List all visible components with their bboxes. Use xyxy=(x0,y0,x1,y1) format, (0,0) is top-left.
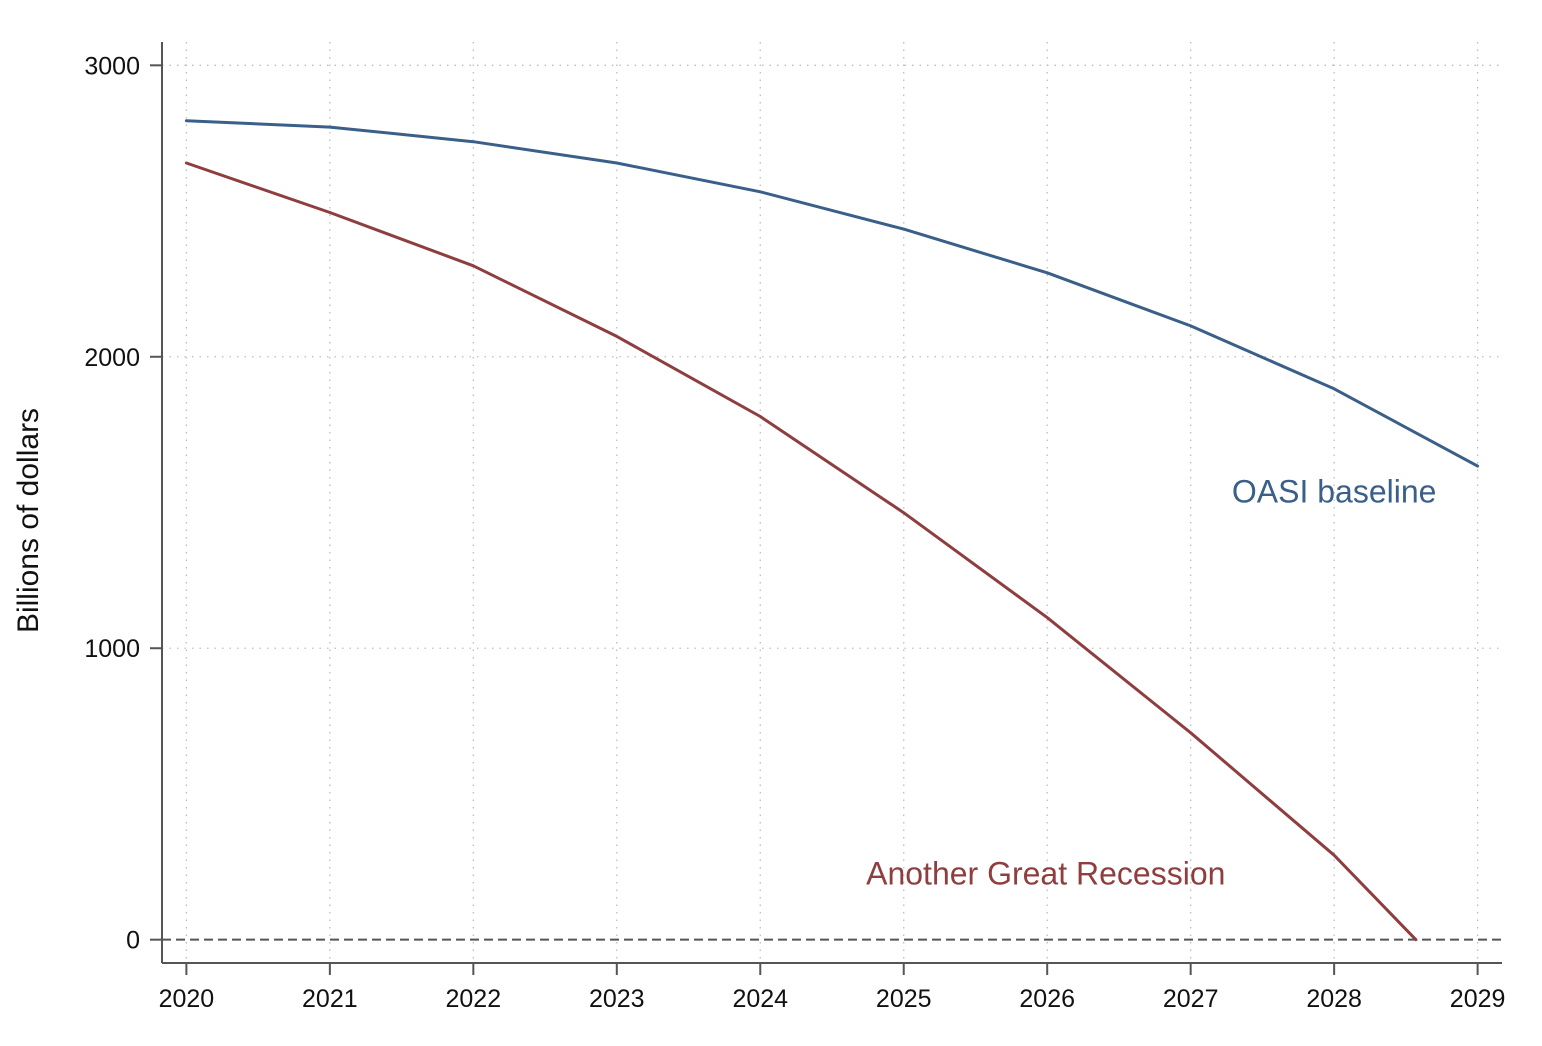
series-label-another-great-recession: Another Great Recession xyxy=(866,855,1225,891)
x-tick-label: 2020 xyxy=(159,985,215,1013)
x-tick-label: 2029 xyxy=(1450,985,1506,1013)
x-tick-label: 2027 xyxy=(1163,985,1219,1013)
y-tick-label: 1000 xyxy=(84,635,140,663)
x-tick-label: 2024 xyxy=(732,985,788,1013)
series-line-another-great-recession xyxy=(184,161,1418,942)
axes: 0 1000 2000 3000 2020 2021 2022 2023 2024 2025 202… xyxy=(12,42,1505,1013)
x-tick-label: 2028 xyxy=(1306,985,1362,1013)
y-tick-label: 3000 xyxy=(84,52,140,80)
y-axis-title: Billions of dollars xyxy=(12,408,45,633)
series-label-oasi-baseline: OASI baseline xyxy=(1232,474,1437,510)
series-line-oasi-baseline xyxy=(184,119,1480,468)
series-lines xyxy=(184,119,1480,942)
y-tick-label: 0 xyxy=(126,927,140,955)
labels: OASI baseline Another Great Recession xyxy=(866,474,1436,892)
x-tick-label: 2021 xyxy=(302,985,358,1013)
x-tick-label: 2023 xyxy=(589,985,645,1013)
x-tick-label: 2025 xyxy=(876,985,932,1013)
x-tick-label: 2026 xyxy=(1019,985,1075,1013)
y-tick-label: 2000 xyxy=(84,344,140,372)
x-tick-label: 2022 xyxy=(446,985,502,1013)
